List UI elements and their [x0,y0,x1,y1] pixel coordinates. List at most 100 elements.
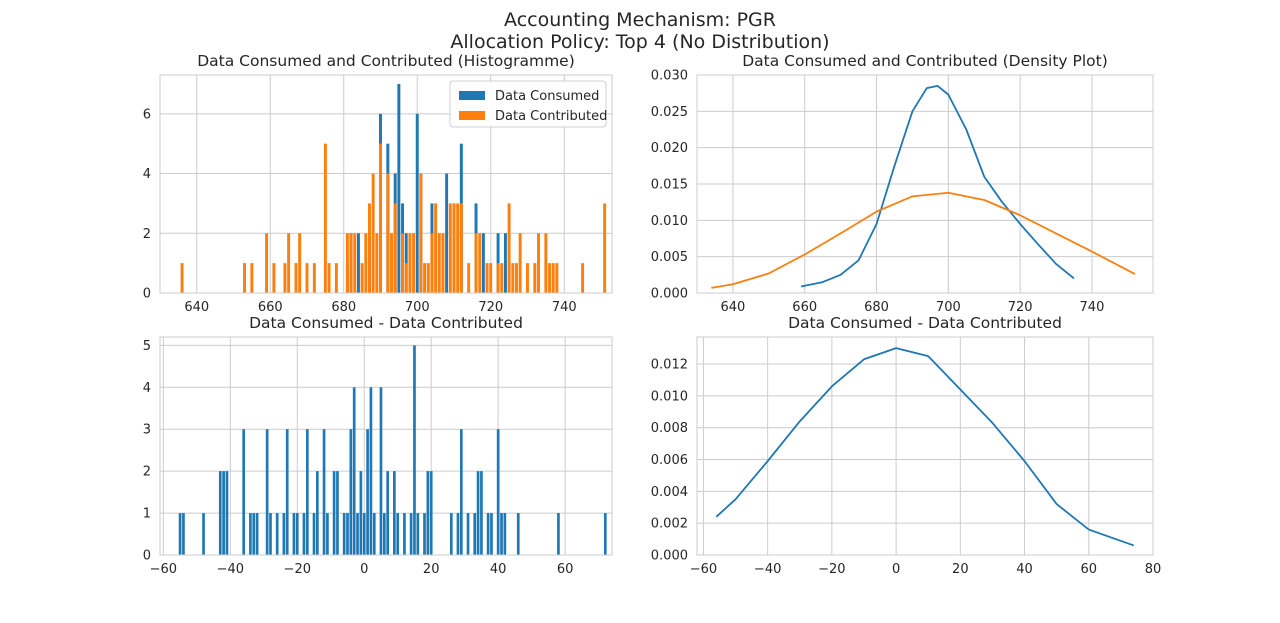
axes-frame [159,74,613,294]
bar [434,203,438,293]
bar [345,233,349,293]
bar [489,263,493,293]
bar [423,513,426,555]
bar [459,429,463,555]
y-tick-label: 0.010 [651,214,688,229]
bar [476,471,480,555]
bar [249,513,252,555]
bar [366,429,369,555]
y-tick-label: 0.000 [651,287,688,302]
bar [312,263,316,293]
bar [372,513,376,555]
x-tick-label: 740 [552,300,577,315]
bar [409,513,413,555]
legend-label: Data Contributed [495,109,607,124]
y-tick-label: 3 [143,423,151,438]
bar [367,203,371,293]
y-tick-label: 0.006 [651,453,688,468]
bar [265,233,269,293]
bar [481,233,485,293]
bar [364,233,368,293]
bar [503,233,507,293]
subplot-title: Data Consumed - Data Contributed [788,314,1062,332]
axes-frame [696,336,1154,556]
x-tick-label: 680 [331,300,356,315]
bar [551,263,555,293]
x-tick-label: 660 [792,300,817,315]
bar [467,263,471,293]
y-tick-label: 0.008 [651,421,688,436]
bar [503,513,507,555]
bar [486,513,490,555]
bar [404,263,408,293]
legend: Data Consumed Data Contributed [449,80,607,128]
x-tick-label: 40 [1016,562,1033,577]
bar [390,233,393,293]
bar [473,513,477,555]
bar [243,263,246,293]
y-tick-label: 2 [143,465,151,480]
figure-title-line1: Accounting Mechanism: PGR [504,9,776,31]
y-tick-label: 6 [143,107,151,122]
subplot-title: Data Consumed and Contributed (Density P… [742,52,1108,70]
bar [349,429,353,555]
x-tick-label: 640 [184,300,209,315]
bar [419,173,423,293]
bar [180,263,184,293]
legend-swatch [459,111,485,120]
bar [500,263,504,293]
bar [202,513,205,555]
y-tick-label: 0.004 [651,485,688,500]
y-tick-label: 0.000 [651,549,688,564]
bar [393,471,396,555]
bar [603,203,607,293]
bar [371,173,375,293]
bar [452,203,456,293]
density-line-1 [715,347,1135,547]
bar [603,513,607,555]
bar [356,513,359,555]
y-tick-label: 0.030 [651,69,688,84]
bar [397,83,401,294]
bar [298,233,302,293]
y-tick-label: 0 [143,287,151,302]
bar [218,471,222,555]
bar [316,471,319,555]
bar [490,513,493,555]
x-tick-label: 0 [892,562,900,577]
y-tick-label: 5 [143,339,151,354]
bar [514,263,518,293]
bar [275,513,279,555]
bar [386,471,390,555]
bar [252,513,256,555]
y-tick-label: 4 [143,167,151,182]
bar [426,471,430,555]
bar [294,263,298,293]
y-tick-label: 0.025 [651,105,688,120]
bar [548,263,551,293]
bar [526,263,529,293]
bar [413,345,416,555]
legend-label: Data Consumed [495,89,599,104]
bar [222,471,225,555]
x-tick-label: −20 [284,562,311,577]
bar [359,471,363,555]
bar [242,429,246,555]
axes-frame [159,336,613,556]
bar [250,263,254,293]
bar [437,233,441,293]
bar [511,263,515,293]
subplot-4: −60 −40 −20 0 20 40 60 80 0.000 0.002 0.004 0.006 0.… [651,314,1161,577]
bar [302,513,306,555]
bar [507,203,511,293]
bar [466,513,470,555]
subplot-title: Data Consumed and Contributed (Histogram… [197,52,575,70]
bar [403,513,406,555]
bar [557,513,560,555]
bar [396,513,400,555]
bar [334,263,338,293]
bar [449,513,453,555]
x-tick-label: 640 [720,300,745,315]
bar [360,263,364,293]
y-tick-label: 1 [143,507,151,522]
